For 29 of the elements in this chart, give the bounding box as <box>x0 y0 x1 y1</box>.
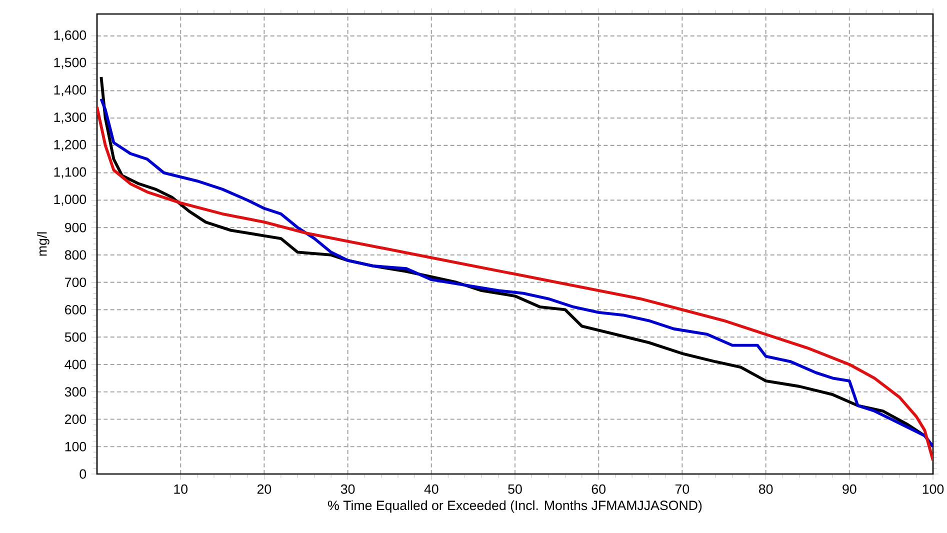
y-tick-label: 1,300 <box>54 112 86 124</box>
y-tick-label: 1,600 <box>54 30 86 42</box>
y-tick-label: 1,100 <box>54 167 86 178</box>
x-tick-label: 10 <box>174 484 188 494</box>
y-tick-label: 1,500 <box>54 58 86 69</box>
y-tick-label: 600 <box>65 305 86 314</box>
x-axis-title: % Time Equalled or Exceeded (Incl. Months JFMAMJJASOND) <box>328 500 702 513</box>
x-tick-label: 30 <box>340 484 355 494</box>
y-tick-label: 900 <box>64 222 86 232</box>
y-tick-label: 1,000 <box>54 194 86 206</box>
y-tick-label: 500 <box>64 332 86 342</box>
y-tick-label: 400 <box>64 360 86 370</box>
y-tick-label: 0 <box>80 469 86 479</box>
x-tick-label: 70 <box>675 484 690 494</box>
y-tick-label: 800 <box>64 250 86 260</box>
x-tick-label: 20 <box>257 484 272 494</box>
y-tick-label: 700 <box>65 278 86 288</box>
x-tick-label: 50 <box>508 484 522 494</box>
y-axis-title: mg/l <box>36 232 50 256</box>
y-tick-label: 300 <box>64 387 86 397</box>
y-tick-label: 200 <box>65 414 86 424</box>
y-tick-label: 1,200 <box>54 140 86 151</box>
x-tick-label: 80 <box>758 484 773 494</box>
x-tick-label: 100 <box>922 484 944 494</box>
x-tick-label: 40 <box>424 484 438 494</box>
x-tick-label: 60 <box>592 484 606 494</box>
y-tick-label: 100 <box>65 442 86 452</box>
y-tick-label: 1,400 <box>54 85 86 96</box>
x-tick-label: 90 <box>842 484 856 494</box>
